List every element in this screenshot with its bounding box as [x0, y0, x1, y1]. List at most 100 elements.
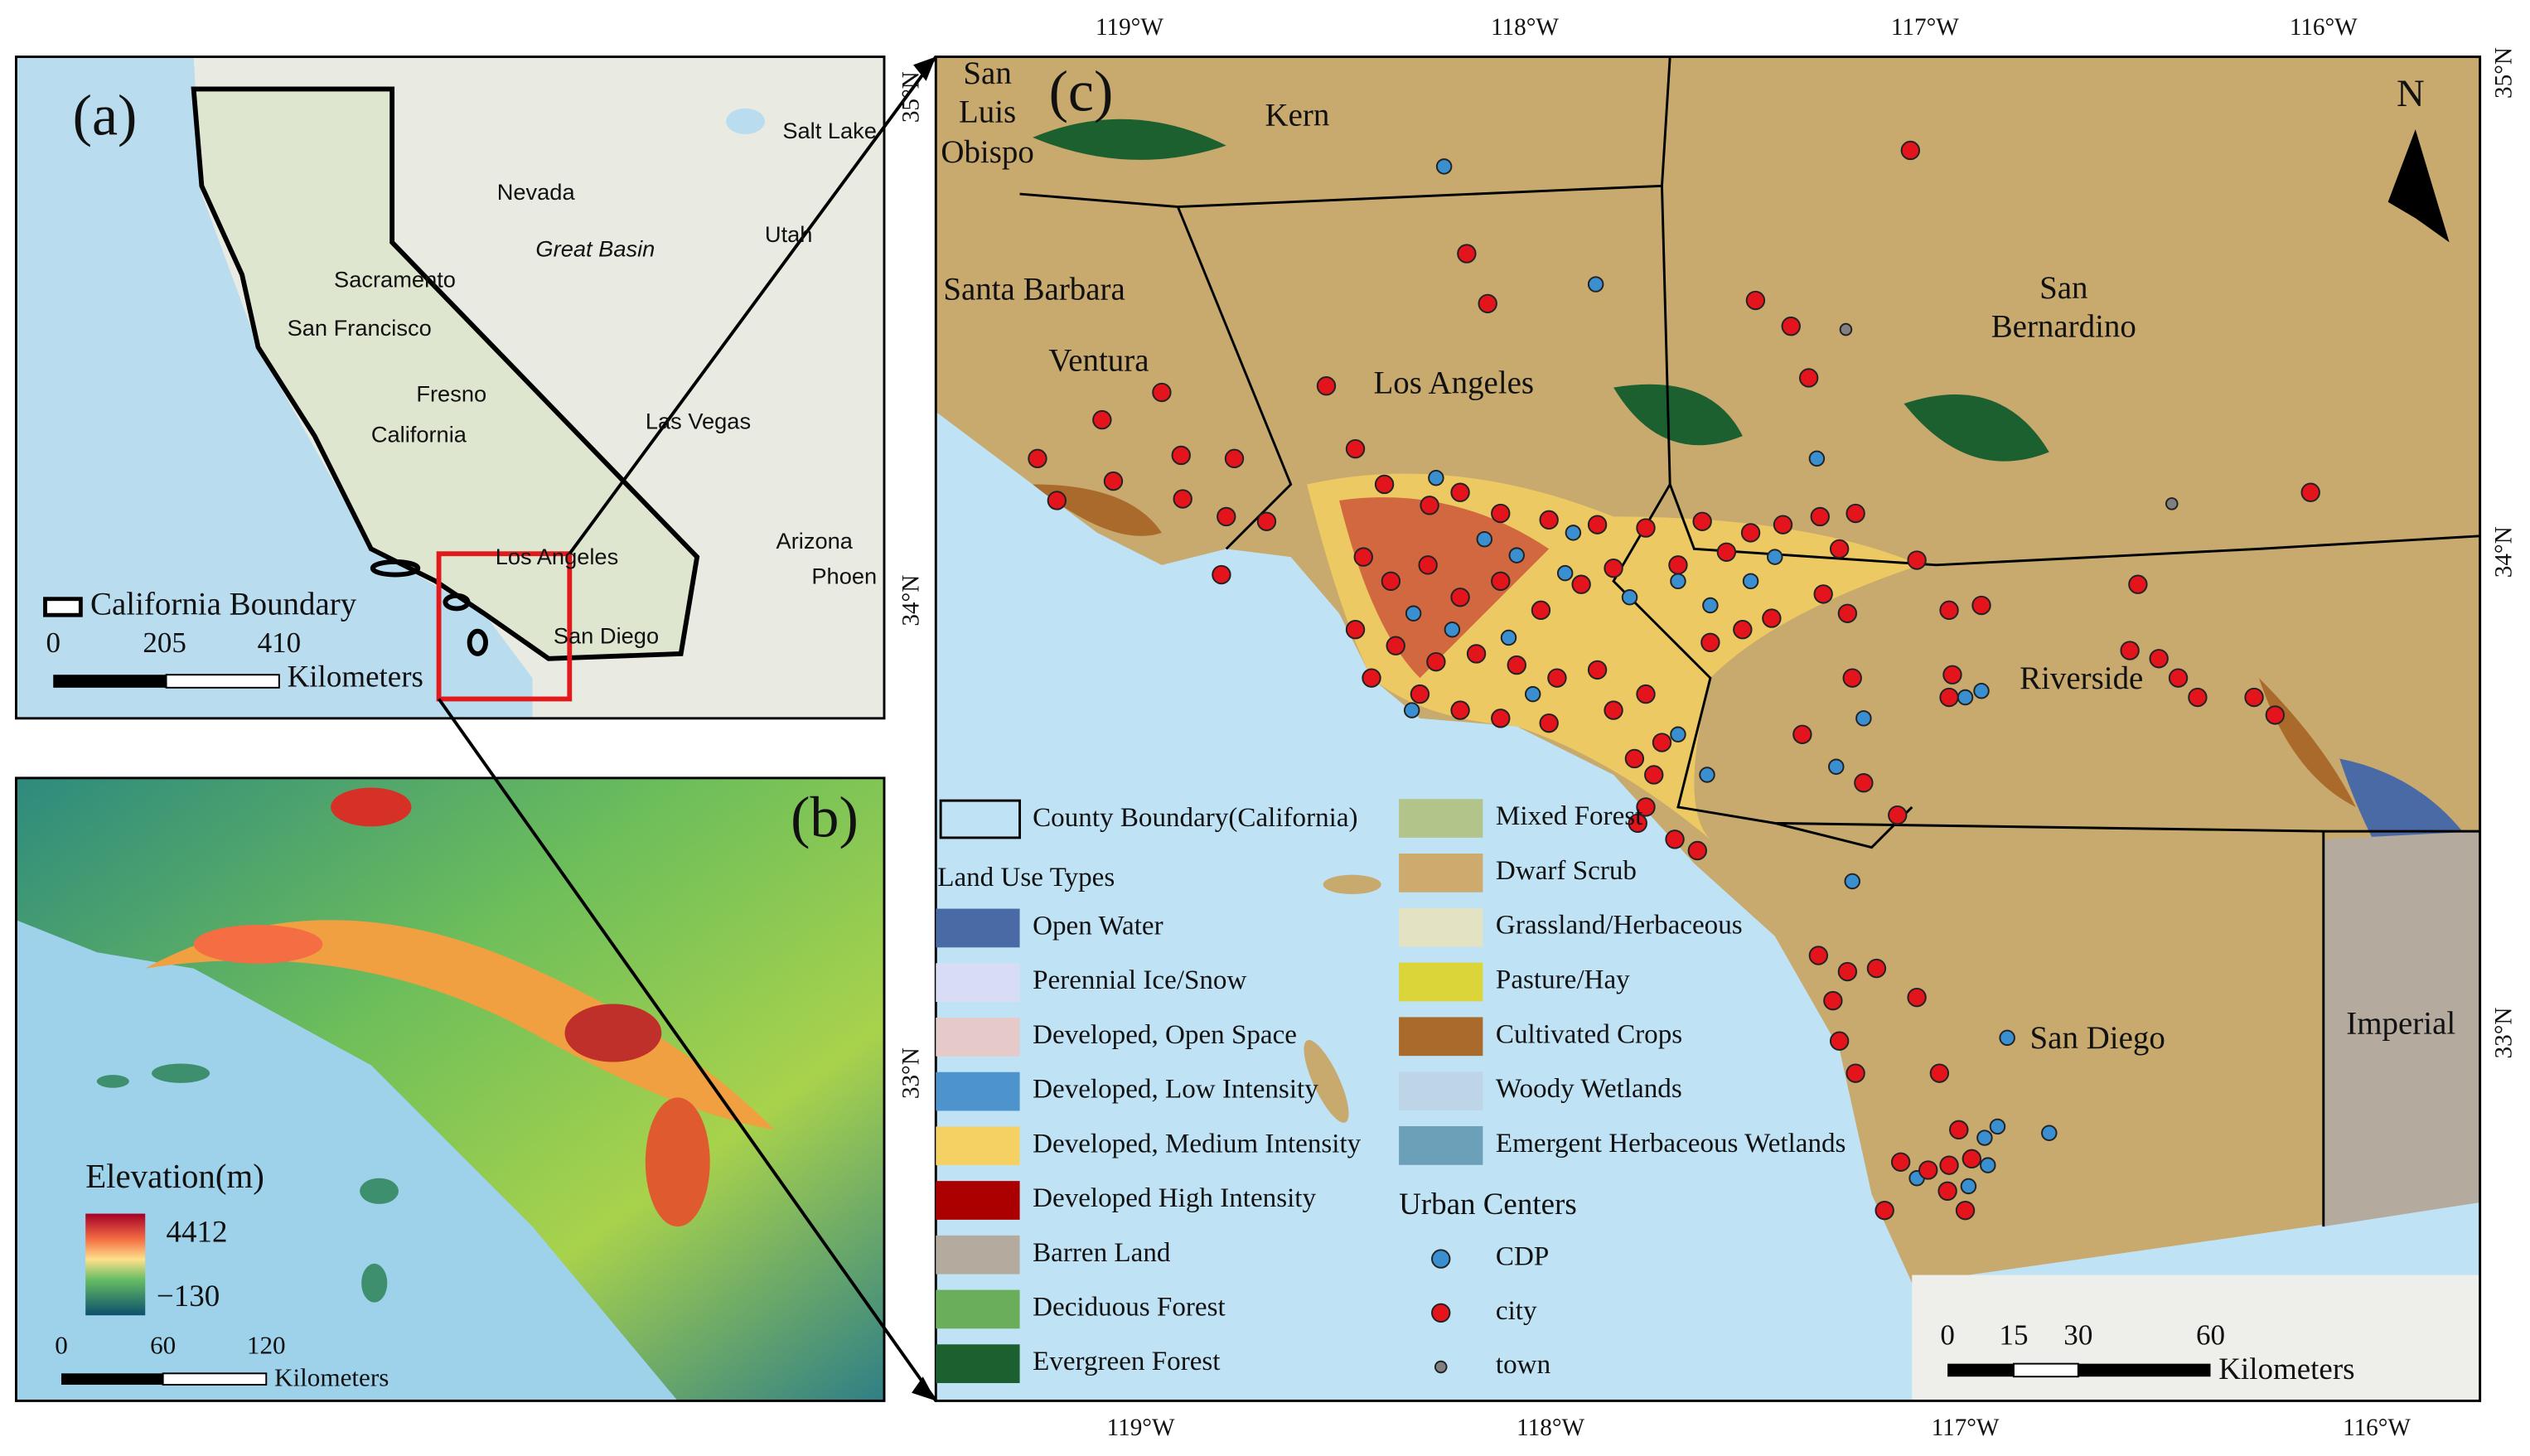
- cdp-marker: [1855, 710, 1872, 727]
- longitude-label: 119°W: [1096, 14, 1163, 41]
- legend-swatch: [936, 1017, 1020, 1057]
- county-name: Kern: [1265, 97, 1330, 133]
- city-marker: [1939, 600, 1959, 621]
- city-marker: [1353, 547, 1373, 567]
- legend-label: city: [1496, 1296, 1537, 1326]
- city-marker: [1792, 724, 1812, 744]
- label: 205: [143, 626, 186, 659]
- cdp-marker: [1670, 573, 1686, 590]
- legend-swatch: [1399, 962, 1483, 1002]
- legend-swatch: [936, 1126, 1020, 1166]
- label: 15: [1999, 1319, 2028, 1352]
- city-marker: [1942, 665, 1962, 684]
- panel-c-frame: [934, 56, 2482, 1402]
- city-marker: [1845, 503, 1865, 524]
- county-name: Imperial: [2346, 1006, 2455, 1042]
- city-marker: [1866, 958, 1887, 979]
- cdp-marker: [1403, 702, 1420, 718]
- legend-marker: [1431, 1303, 1451, 1323]
- label: 0: [46, 626, 60, 659]
- city-marker: [1907, 550, 1927, 570]
- city-marker: [1604, 700, 1623, 720]
- label: Urban Centers: [1399, 1188, 1577, 1221]
- city-marker: [1842, 668, 1862, 688]
- city-marker: [1539, 510, 1559, 530]
- label: 60: [2196, 1319, 2225, 1352]
- cdp-marker: [1844, 873, 1860, 890]
- city-marker: [1491, 503, 1511, 524]
- county-name: Bernardino: [1991, 309, 2136, 345]
- place-name: Nevada: [497, 179, 576, 205]
- place-name: Great Basin: [535, 235, 655, 261]
- city-marker: [1217, 506, 1236, 527]
- legend-label: Developed High Intensity: [1033, 1183, 1316, 1213]
- city-marker: [1316, 376, 1337, 396]
- cdp-marker: [1524, 685, 1541, 703]
- city-marker: [1171, 445, 1191, 466]
- city-marker: [1624, 748, 1645, 769]
- legend-swatch: [939, 799, 1022, 839]
- city-marker: [1491, 571, 1511, 591]
- city-marker: [1668, 555, 1688, 575]
- city-marker: [1450, 482, 1470, 502]
- city-marker: [1571, 574, 1591, 594]
- city-marker: [1854, 773, 1874, 793]
- label: 4412: [167, 1215, 228, 1249]
- label: California Boundary: [90, 586, 357, 622]
- legend-label: Developed, Medium Intensity: [1033, 1129, 1362, 1159]
- county-name: Santa Barbara: [943, 272, 1125, 307]
- label: Kilometers: [274, 1362, 389, 1391]
- city-marker: [1900, 140, 1921, 161]
- label: (b): [791, 786, 859, 849]
- city-marker: [1092, 409, 1112, 430]
- legend-swatch: [1399, 799, 1483, 838]
- county-name: Luis: [959, 94, 1016, 130]
- legend-label: Developed, Low Intensity: [1033, 1075, 1318, 1105]
- city-marker: [1733, 620, 1753, 640]
- town-marker: [1839, 322, 1853, 336]
- cdp-marker: [1980, 1157, 1996, 1173]
- city-marker: [1587, 660, 1608, 680]
- cdp-marker: [1767, 549, 1783, 565]
- legend-swatch: [1399, 907, 1483, 947]
- city-marker: [1918, 1160, 1938, 1180]
- label: 60: [150, 1330, 176, 1359]
- city-marker: [1929, 1063, 1950, 1083]
- cdp-marker: [1565, 525, 1582, 541]
- city-marker: [1531, 600, 1551, 621]
- scale-bar: [2078, 1363, 2211, 1377]
- city-marker: [2128, 574, 2148, 594]
- county-name: Los Angeles: [1374, 365, 1535, 401]
- scale-bar: [1947, 1363, 2014, 1377]
- place-name: San Diego: [554, 623, 659, 649]
- city-marker: [1745, 290, 1766, 311]
- latitude-label: 33°N: [2490, 1008, 2517, 1059]
- cdp-marker: [1808, 450, 1826, 467]
- cdp-marker: [1405, 605, 1422, 622]
- legend-swatch: [936, 1344, 1020, 1384]
- cdp-marker: [1973, 682, 1990, 699]
- city-marker: [1345, 620, 1366, 640]
- city-marker: [1939, 1155, 1959, 1175]
- city-marker: [1665, 830, 1685, 849]
- cdp-marker: [1428, 469, 1444, 486]
- city-marker: [2149, 649, 2169, 669]
- town-marker: [2165, 497, 2179, 510]
- panel-b-map: [16, 777, 884, 1401]
- legend-label: Open Water: [1033, 912, 1163, 941]
- county-name: Ventura: [1048, 342, 1149, 378]
- legend-swatch: [1399, 853, 1483, 892]
- place-name: San Francisco: [288, 315, 432, 341]
- city-marker: [1692, 511, 1712, 531]
- county-name: Riverside: [2020, 660, 2143, 696]
- cdp-marker: [1587, 276, 1604, 293]
- cdp-marker: [2041, 1125, 2058, 1141]
- legend-swatch: [43, 597, 83, 617]
- longitude-label: 117°W: [1891, 14, 1959, 41]
- legend-label: Developed, Open Space: [1033, 1020, 1297, 1050]
- county-name: Obispo: [941, 134, 1034, 170]
- city-marker: [1478, 293, 1497, 314]
- city-marker: [1813, 584, 1833, 604]
- cdp-marker: [1508, 547, 1525, 564]
